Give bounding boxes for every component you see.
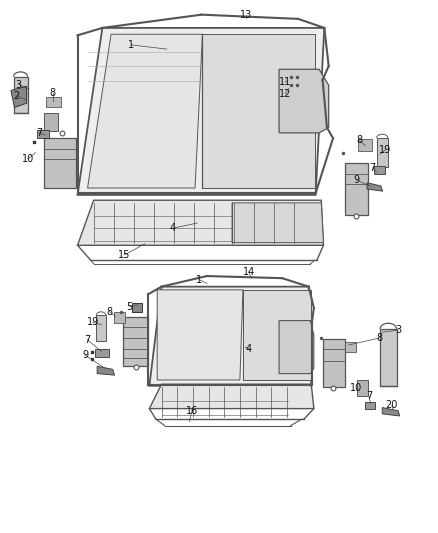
Text: 7: 7 [370, 163, 376, 173]
Text: 7: 7 [35, 128, 42, 138]
Text: 19: 19 [87, 317, 99, 327]
Polygon shape [232, 203, 323, 243]
Polygon shape [95, 349, 110, 357]
Polygon shape [37, 130, 49, 138]
Text: 9: 9 [353, 175, 360, 185]
Polygon shape [279, 320, 314, 374]
Text: 4: 4 [170, 223, 176, 233]
Text: 15: 15 [118, 250, 131, 260]
Text: 16: 16 [186, 406, 198, 416]
Polygon shape [243, 290, 311, 380]
Text: 2: 2 [13, 91, 19, 101]
Text: 10: 10 [350, 383, 363, 393]
Text: 7: 7 [84, 335, 90, 345]
Text: 20: 20 [385, 400, 398, 410]
Text: 3: 3 [16, 79, 22, 90]
Polygon shape [322, 338, 345, 387]
Polygon shape [14, 77, 28, 113]
Text: 8: 8 [106, 306, 113, 317]
Text: 9: 9 [82, 350, 88, 360]
Text: 4: 4 [246, 344, 252, 354]
Polygon shape [46, 97, 61, 108]
Text: 8: 8 [356, 135, 362, 146]
Polygon shape [97, 366, 115, 375]
Polygon shape [367, 183, 383, 191]
Polygon shape [44, 138, 76, 188]
Polygon shape [78, 28, 324, 195]
Polygon shape [345, 342, 356, 352]
Polygon shape [157, 290, 243, 380]
Polygon shape [345, 163, 368, 215]
Polygon shape [279, 69, 328, 133]
Text: 3: 3 [395, 325, 401, 335]
Polygon shape [374, 166, 385, 174]
Polygon shape [123, 317, 148, 366]
Text: 5: 5 [127, 302, 133, 312]
Polygon shape [382, 408, 399, 416]
Polygon shape [380, 329, 396, 386]
Text: 8: 8 [376, 333, 382, 343]
Text: 7: 7 [366, 391, 372, 401]
Polygon shape [88, 34, 202, 188]
Text: 10: 10 [22, 154, 35, 164]
Polygon shape [149, 287, 311, 386]
Text: 14: 14 [243, 267, 255, 277]
Polygon shape [78, 200, 323, 245]
Polygon shape [132, 303, 141, 312]
Text: 12: 12 [279, 88, 291, 99]
Polygon shape [44, 113, 58, 131]
Polygon shape [357, 381, 368, 396]
Polygon shape [377, 138, 388, 167]
Text: 19: 19 [379, 145, 392, 155]
Text: 1: 1 [128, 40, 134, 50]
Polygon shape [114, 312, 125, 322]
Polygon shape [202, 34, 315, 188]
Polygon shape [358, 139, 372, 151]
Text: 8: 8 [49, 88, 56, 98]
Text: 13: 13 [240, 10, 252, 20]
Polygon shape [149, 384, 314, 409]
Text: 11: 11 [279, 77, 291, 87]
Polygon shape [365, 402, 375, 409]
Text: 1: 1 [196, 274, 202, 285]
Polygon shape [11, 86, 27, 108]
Polygon shape [96, 316, 106, 341]
